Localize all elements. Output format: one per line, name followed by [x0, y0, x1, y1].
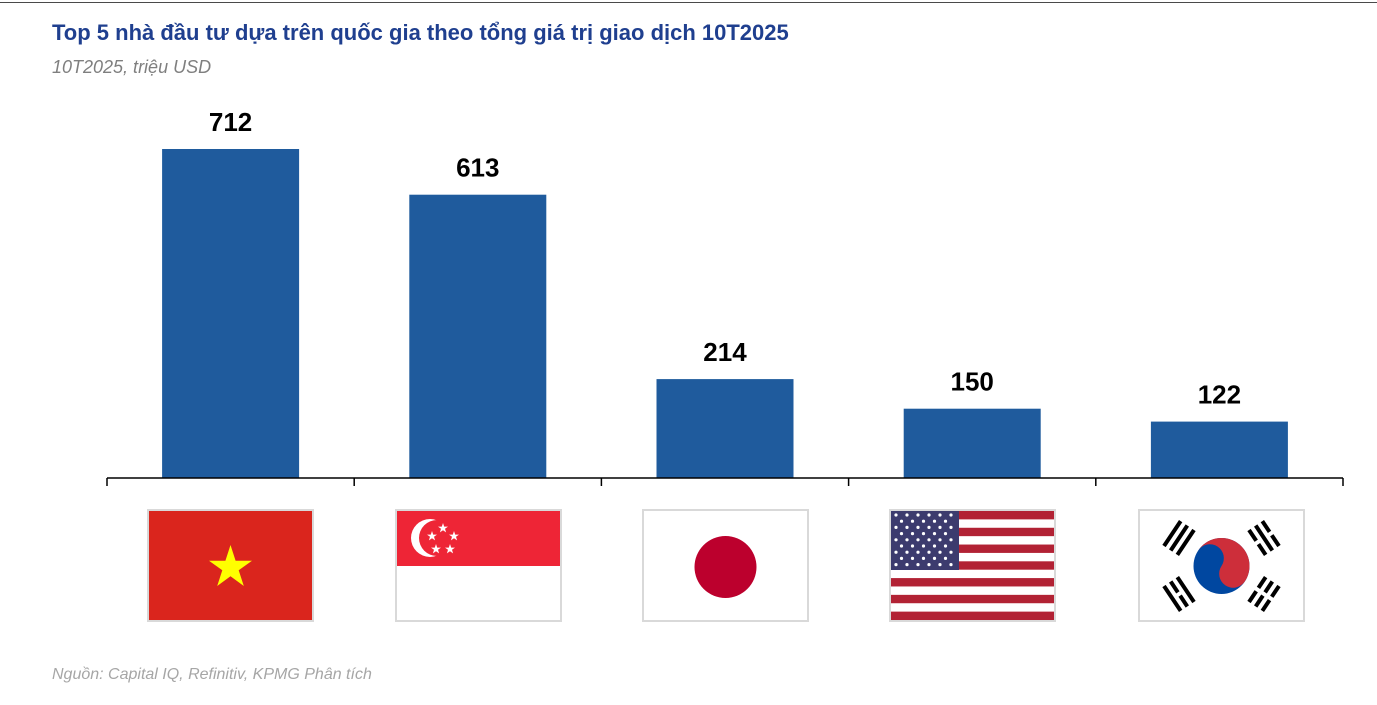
- chart-title: Top 5 nhà đầu tư dựa trên quốc gia theo …: [52, 20, 789, 45]
- data-label-japan-flag: 214: [703, 337, 747, 367]
- south-korea-flag-icon: [1138, 509, 1305, 622]
- chart-source: Nguồn: Capital IQ, Refinitiv, KPMG Phân …: [52, 666, 372, 683]
- data-label-south-korea-flag: 122: [1198, 380, 1241, 410]
- top-rule: [0, 2, 1377, 3]
- chart-subtitle: 10T2025, triệu USD: [52, 57, 212, 77]
- bars-layer: [162, 149, 1288, 478]
- singapore-flag-icon: [395, 509, 562, 622]
- usa-flag-icon: [889, 509, 1056, 622]
- vietnam-flag-icon: [147, 509, 314, 622]
- data-label-vietnam-flag: 712: [209, 107, 252, 137]
- bar-vietnam-flag: [162, 149, 300, 478]
- x-axis: [106, 477, 1344, 486]
- japan-flag-icon: [642, 509, 809, 622]
- data-label-usa-flag: 150: [951, 367, 994, 397]
- bar-usa-flag: [903, 408, 1041, 478]
- bar-singapore-flag: [409, 194, 547, 478]
- labels-layer: 712 613 214 150 122: [209, 107, 1241, 410]
- data-label-singapore-flag: 613: [456, 153, 499, 183]
- bar-south-korea-flag: [1150, 421, 1288, 478]
- bar-japan-flag: [656, 379, 794, 478]
